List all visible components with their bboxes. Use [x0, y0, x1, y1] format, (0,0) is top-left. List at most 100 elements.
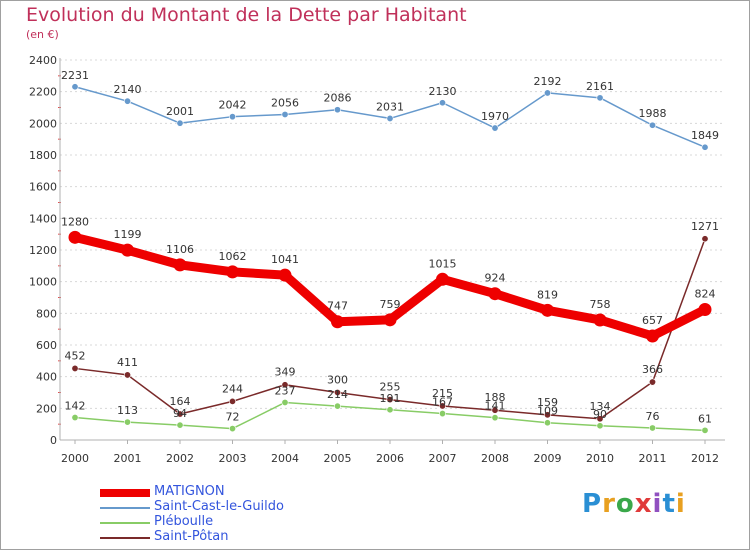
data-point-matignon [488, 287, 502, 301]
data-label-matignon: 824 [695, 288, 716, 301]
data-point-saint-potan [71, 364, 79, 372]
x-tick-label: 2003 [219, 452, 247, 465]
data-label-saint-potan: 1271 [691, 220, 719, 233]
data-point-pleboulle [71, 414, 79, 422]
data-label-pleboulle: 167 [432, 396, 453, 409]
data-point-pleboulle [124, 418, 132, 426]
data-point-matignon [646, 329, 659, 343]
data-label-pleboulle: 214 [327, 388, 348, 401]
legend-label: Saint-Pôtan [154, 529, 229, 544]
data-label-pleboulle: 109 [537, 405, 558, 418]
logo-letter: i [652, 489, 663, 519]
data-label-pleboulle: 94 [173, 407, 187, 420]
data-label-pleboulle: 237 [275, 384, 296, 397]
data-label-pleboulle: 113 [117, 404, 138, 417]
data-point-matignon [173, 258, 187, 272]
data-label-saint-cast: 2001 [166, 105, 194, 118]
data-point-matignon [331, 315, 344, 329]
data-point-saint-potan [596, 415, 604, 423]
chart-unit-label: (en €) [26, 28, 59, 41]
data-point-saint-cast-le-guildo [491, 124, 499, 132]
data-point-matignon [436, 272, 449, 286]
data-point-saint-potan [176, 410, 184, 418]
data-label-matignon: 747 [327, 300, 348, 313]
y-tick-label: 2400 [29, 54, 57, 67]
grid-lines [60, 59, 725, 409]
data-point-pleboulle [229, 425, 237, 433]
legend-swatch [100, 537, 150, 539]
y-tick-label: 1400 [29, 212, 57, 225]
data-label-saint-potan: 255 [380, 381, 401, 394]
y-tick-label: 1000 [29, 276, 57, 289]
data-point-matignon [68, 230, 82, 244]
data-point-matignon [698, 303, 712, 317]
data-label-matignon: 1106 [166, 243, 194, 256]
data-label-matignon: 1062 [219, 250, 247, 263]
data-label-matignon: 657 [642, 314, 663, 327]
data-label-saint-cast: 1849 [691, 129, 719, 142]
data-label-saint-cast: 1988 [639, 107, 667, 120]
x-tick-label: 2012 [691, 452, 719, 465]
data-label-matignon: 1280 [61, 215, 89, 228]
series-lines [68, 83, 712, 434]
y-tick-label: 1200 [29, 244, 57, 257]
data-point-saint-potan [491, 406, 499, 414]
data-label-saint-cast: 2042 [219, 99, 247, 112]
data-label-saint-cast: 2231 [61, 69, 89, 82]
data-label-matignon: 819 [537, 288, 558, 301]
data-label-matignon: 1041 [271, 253, 299, 266]
data-point-matignon [278, 268, 292, 282]
legend-swatch [100, 507, 150, 509]
y-tick-label: 1800 [29, 149, 57, 162]
data-label-pleboulle: 142 [65, 400, 86, 413]
data-point-pleboulle [386, 406, 394, 414]
data-label-saint-potan: 300 [327, 374, 348, 387]
legend-label: MATIGNON [154, 484, 225, 499]
data-point-saint-potan [438, 402, 446, 410]
data-label-saint-potan: 411 [117, 356, 138, 369]
data-point-saint-potan [386, 396, 394, 404]
data-label-saint-cast: 2031 [376, 100, 404, 113]
logo-letter: r [602, 489, 616, 519]
data-label-matignon: 758 [590, 298, 611, 311]
y-tick-label: 1600 [29, 181, 57, 194]
logo-letter: i [675, 489, 686, 519]
x-tick-label: 2002 [166, 452, 194, 465]
logo-letter: x [634, 489, 653, 519]
data-label-pleboulle: 72 [226, 411, 240, 424]
logo-letter: o [615, 489, 635, 519]
data-label-matignon: 1199 [114, 228, 142, 241]
y-tick-label: 400 [36, 371, 57, 384]
data-point-pleboulle [701, 426, 709, 434]
data-label-saint-potan: 215 [432, 387, 453, 400]
legend-label: Saint-Cast-le-Guildo [154, 499, 284, 514]
y-tick-label: 2000 [29, 117, 57, 130]
data-point-saint-potan [229, 397, 237, 405]
y-tick-label: 2200 [29, 86, 57, 99]
data-label-pleboulle: 90 [593, 408, 607, 421]
legend-swatch [100, 522, 150, 524]
x-tick-label: 2010 [586, 452, 614, 465]
x-tick-label: 2004 [271, 452, 299, 465]
data-point-matignon [383, 313, 397, 327]
x-tick-label: 2001 [114, 452, 142, 465]
data-point-saint-potan [648, 378, 656, 386]
data-point-saint-cast-le-guildo [333, 106, 341, 114]
data-label-saint-cast: 2161 [586, 80, 614, 93]
data-label-pleboulle: 141 [485, 400, 506, 413]
x-tick-label: 2007 [429, 452, 457, 465]
data-point-saint-cast-le-guildo [701, 143, 709, 151]
data-point-saint-cast-le-guildo [438, 99, 446, 107]
data-point-saint-cast-le-guildo [229, 113, 237, 121]
x-tick-label: 2000 [61, 452, 89, 465]
data-point-saint-cast-le-guildo [648, 121, 656, 129]
data-point-pleboulle [648, 424, 656, 432]
logo-letter: t [662, 489, 676, 519]
data-point-saint-cast-le-guildo [71, 83, 79, 91]
data-point-saint-cast-le-guildo [281, 110, 289, 118]
data-point-saint-cast-le-guildo [124, 97, 132, 105]
data-point-saint-cast-le-guildo [596, 94, 604, 102]
y-tick-label: 200 [36, 402, 57, 415]
data-label-pleboulle: 76 [646, 410, 660, 423]
